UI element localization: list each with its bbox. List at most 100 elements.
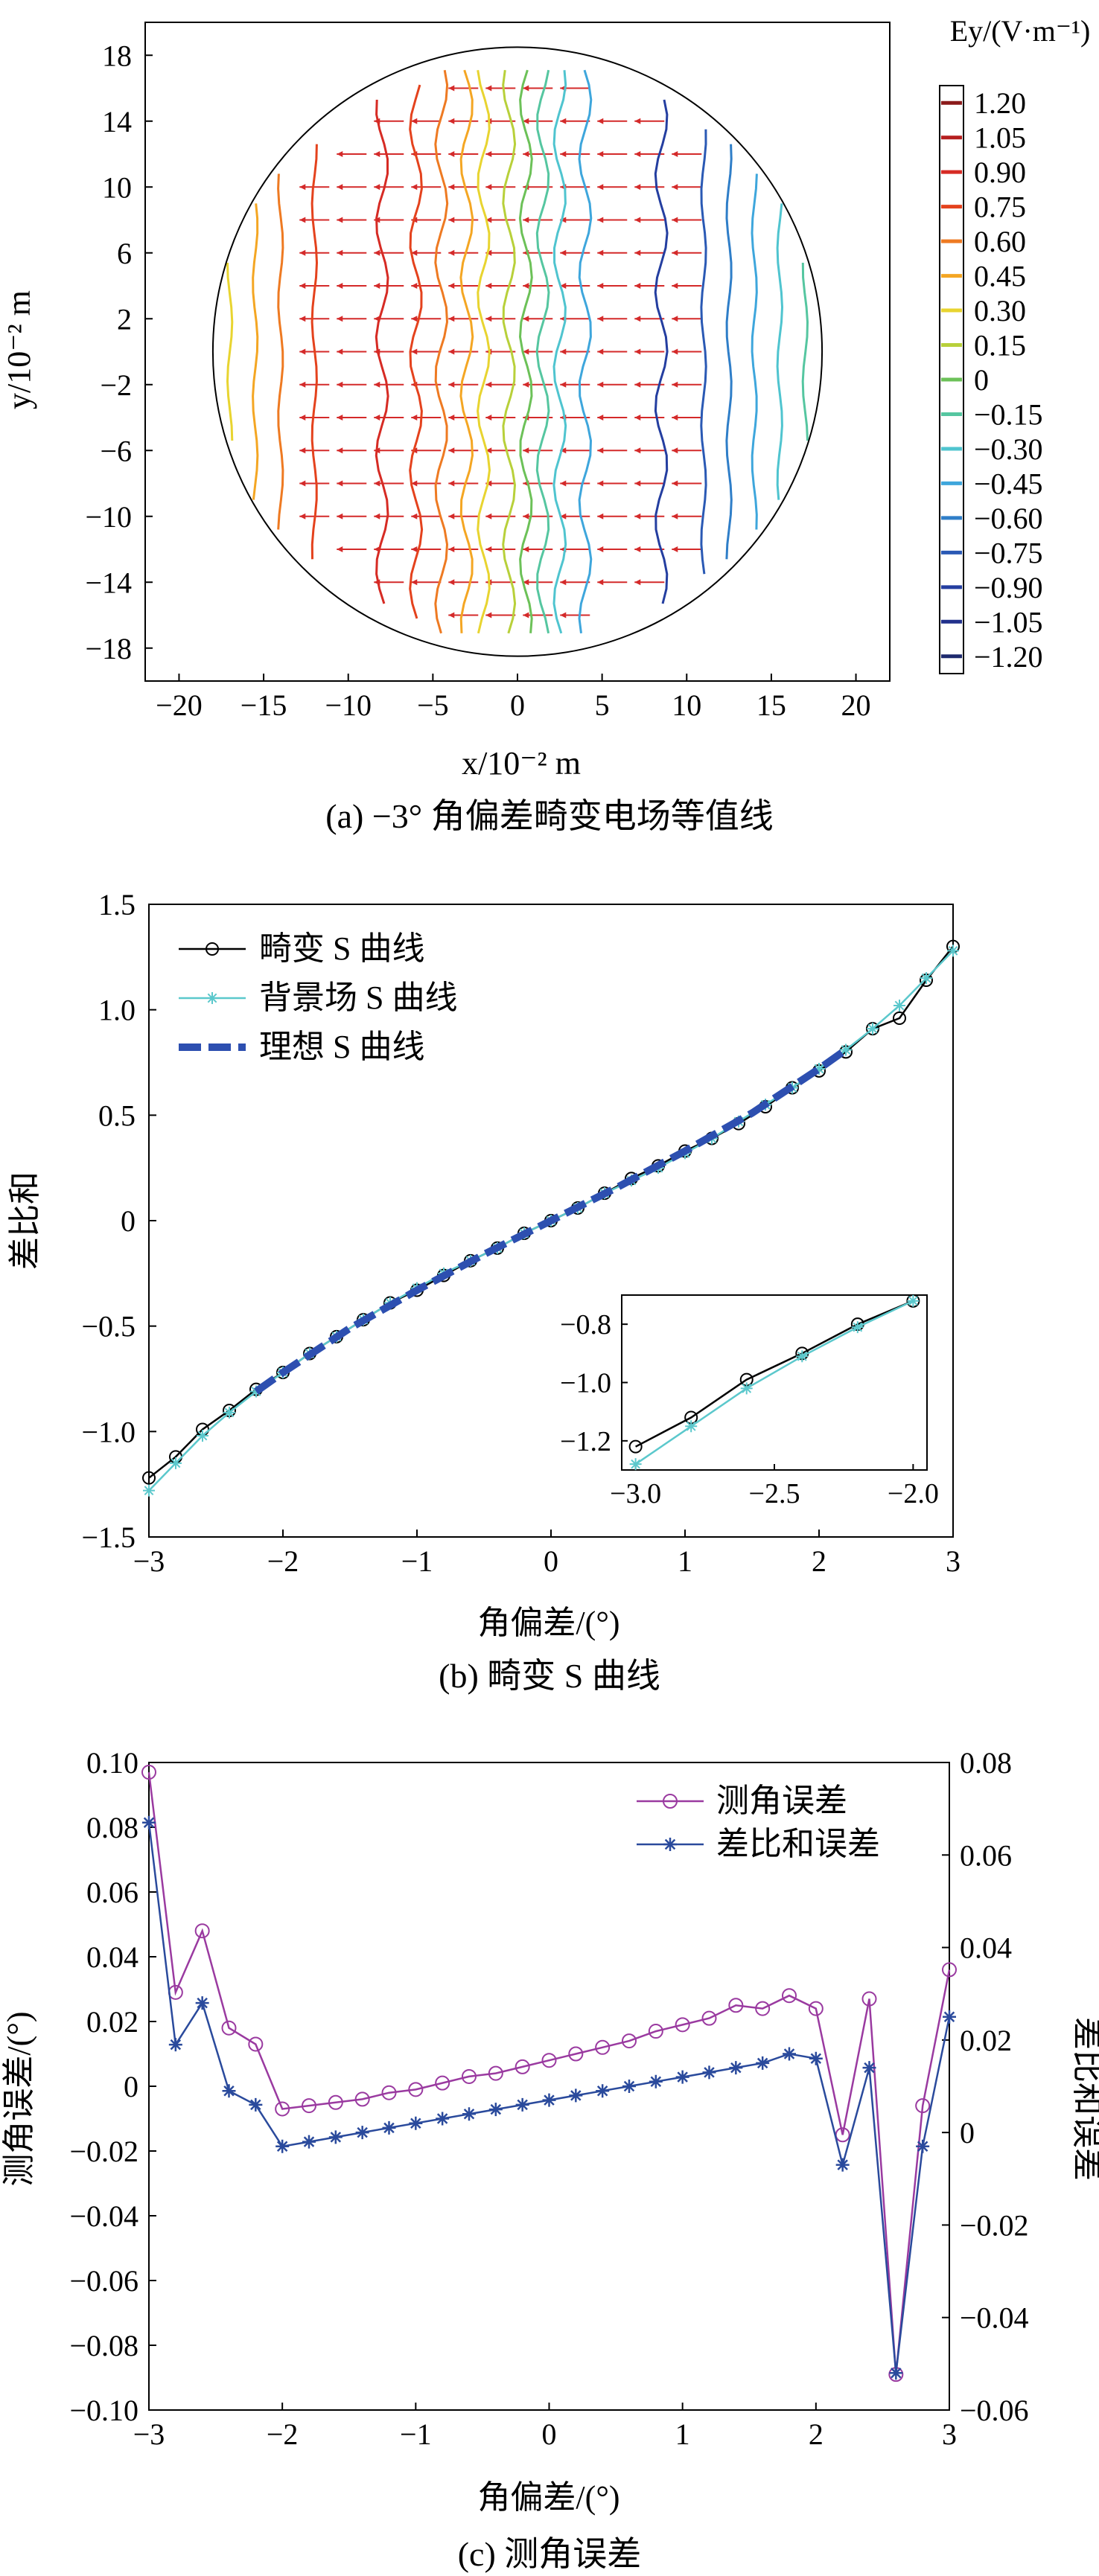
y-tick-label: −18 [85, 632, 132, 665]
field-arrow-head [672, 415, 678, 421]
data-point [835, 2158, 850, 2172]
field-arrow-head [597, 184, 604, 191]
data-point [302, 2098, 316, 2114]
field-arrow-head [337, 151, 343, 157]
field-arrow-head [448, 612, 455, 619]
data-point [596, 2084, 610, 2098]
field-arrow-head [299, 415, 306, 421]
colorbar-tick-label: 1.20 [974, 86, 1026, 120]
aperture-circle [211, 46, 824, 657]
field-arrow-head [634, 513, 641, 520]
field-arrow-head [523, 151, 529, 157]
data-point [221, 2020, 237, 2036]
colorbar-tick-label: 0.75 [974, 191, 1026, 224]
data-point [275, 2101, 290, 2117]
x-tick-label: −2 [267, 2417, 299, 2451]
contour-line [654, 99, 669, 604]
field-arrow-head [672, 217, 678, 223]
field-arrow-head [374, 513, 380, 520]
y-tick-label: 14 [102, 105, 132, 138]
y-tick-label: 0.06 [86, 1876, 138, 1909]
x-tick-label: 3 [942, 2417, 957, 2451]
y-tick-label: −2 [100, 368, 132, 402]
field-arrow-head [448, 249, 455, 256]
colorbar-tick-label: 1.05 [974, 121, 1026, 155]
figure-c: −3 −2 −1 0 1 2 3 0.10 0.08 0.06 0.04 0.02 0 −0.02 −0.0… [0, 1727, 1099, 2575]
data-point [222, 2084, 236, 2098]
contour-line [801, 262, 809, 441]
field-arrow-head [299, 283, 306, 289]
field-arrow-head [560, 579, 567, 586]
x-tick-label: 3 [946, 1544, 961, 1578]
field-arrow-head [411, 118, 418, 124]
inset-x-tick-label: −3.0 [610, 1478, 661, 1509]
inset-data-point [851, 1321, 864, 1334]
data-point [223, 1406, 235, 1419]
data-point [435, 2075, 450, 2091]
legend-label: 背景场 S 曲线 [259, 979, 457, 1016]
data-point [595, 2039, 611, 2055]
data-point [867, 1023, 879, 1035]
data-point [861, 1991, 877, 2007]
field-arrow-head [411, 348, 418, 355]
field-arrow-head [672, 513, 678, 520]
data-point [622, 2080, 636, 2093]
field-arrow-head [337, 348, 343, 355]
data-point [488, 2065, 503, 2081]
field-arrow-head [634, 415, 641, 421]
contour-line [409, 84, 424, 619]
contour-line [477, 69, 491, 634]
contour-line [751, 173, 758, 530]
field-arrow-head [485, 85, 492, 92]
y-tick-label: 10 [102, 170, 132, 204]
field-arrow-head [337, 415, 343, 421]
field-arrow-head [634, 381, 641, 388]
legend-marker [206, 942, 219, 956]
field-arrow-head [485, 612, 492, 619]
field-arrow-head [485, 513, 492, 520]
contour-line [776, 203, 784, 500]
x-tick-label: 15 [756, 688, 786, 722]
data-point [648, 2024, 663, 2039]
inset-data-point [796, 1350, 809, 1363]
y2-tick-label: 0.02 [960, 2024, 1012, 2057]
field-arrow-head [672, 447, 678, 454]
field-arrow-head [560, 447, 567, 454]
y2-tick-label: 0 [960, 2116, 975, 2150]
field-arrow-head [560, 480, 567, 487]
data-point [675, 2017, 690, 2033]
field-arrow-head [523, 316, 529, 322]
x-axis-label: 角偏差/(°) [477, 2479, 619, 2516]
y-tick-label: −6 [100, 434, 132, 467]
field-arrow-head [523, 217, 529, 223]
field-arrow-head [597, 381, 604, 388]
field-arrow-head [597, 513, 604, 520]
field-arrow-head [560, 612, 567, 619]
colorbar-tick-label: 0 [974, 363, 989, 397]
data-point [916, 2139, 930, 2153]
caption-c: (c) 测角误差 [457, 2535, 642, 2573]
field-arrow-head [672, 480, 678, 487]
contour-line [578, 69, 593, 633]
field-arrow-head [672, 546, 678, 552]
contour-line [226, 262, 234, 441]
field-arrow-head [485, 184, 492, 191]
legend-marker [663, 1794, 678, 1809]
field-arrow-head [337, 447, 343, 454]
field-arrow-head [634, 283, 641, 289]
data-point [701, 2010, 717, 2026]
legend-label: 测角误差 [716, 1783, 847, 1819]
data-point [328, 2094, 343, 2110]
inset-y-tick-label: −0.8 [560, 1309, 611, 1340]
field-arrow-head [634, 546, 641, 552]
field-arrow-head [672, 348, 678, 355]
y2-tick-label: 0.08 [960, 1746, 1012, 1780]
y-tick-label: 1.5 [98, 888, 136, 921]
y-tick-label: 2 [117, 302, 132, 336]
y2-tick-label: 0.04 [960, 1931, 1012, 1965]
colorbar-tick-label: −0.90 [974, 571, 1043, 604]
field-arrow-head [523, 513, 529, 520]
field-arrow-head [634, 579, 641, 586]
s-curve-chart: −3 −2 −1 0 1 2 3 −1.5 −1.0 −0.5 0 0.5 1.0 1.5 畸变 S 曲线… [7, 888, 961, 1641]
inset-data-point [685, 1420, 698, 1433]
